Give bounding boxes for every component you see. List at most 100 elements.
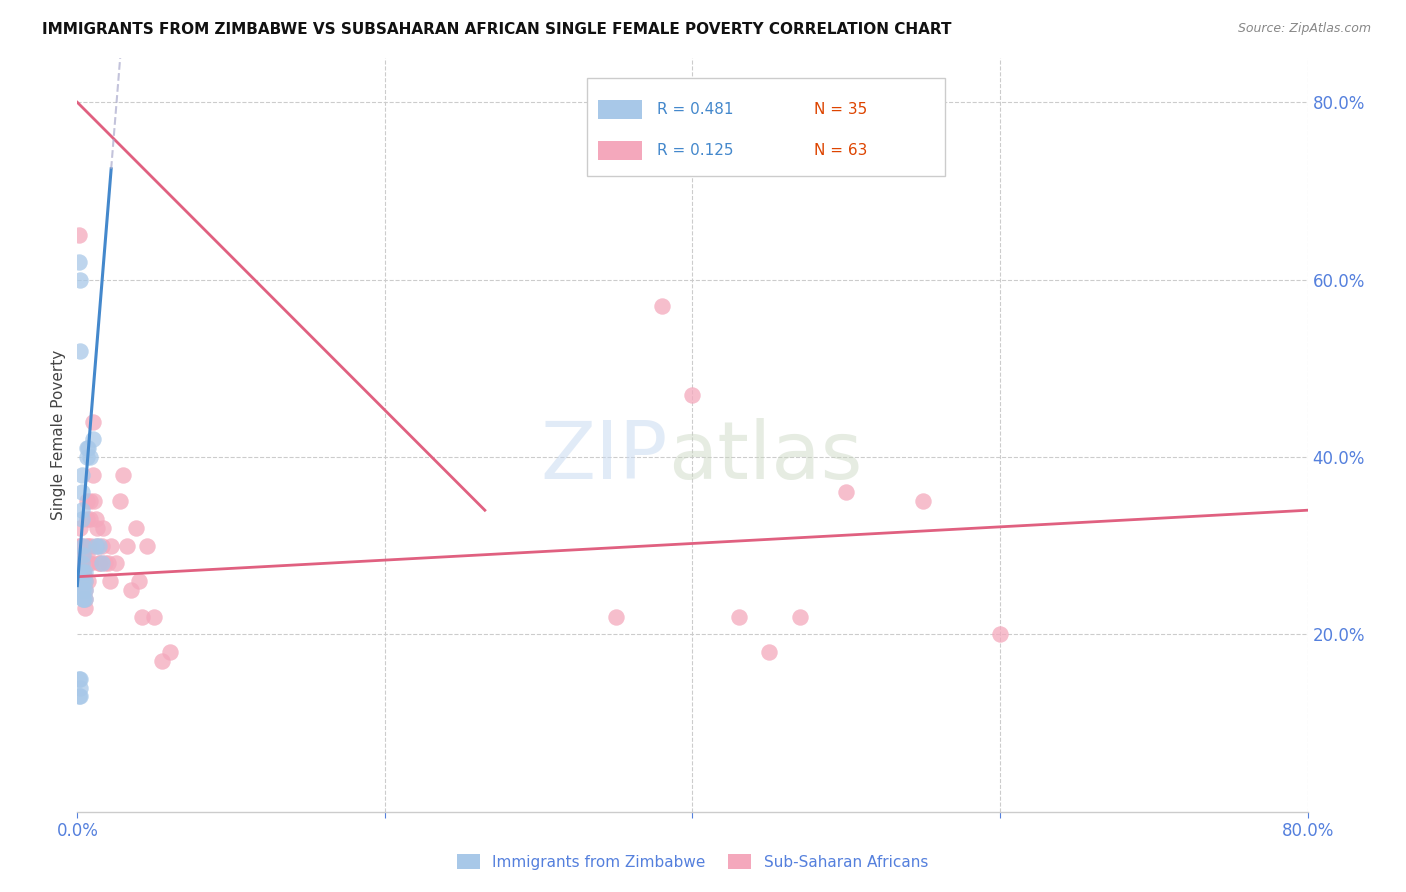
Point xyxy=(70,574,93,589)
Point xyxy=(988,627,1011,641)
Point xyxy=(76,450,98,464)
Bar xyxy=(598,101,643,119)
Point xyxy=(84,539,107,553)
Point xyxy=(67,672,90,686)
Point xyxy=(84,512,107,526)
Point xyxy=(110,494,132,508)
Point xyxy=(143,609,166,624)
Point xyxy=(73,600,96,615)
Text: R = 0.125: R = 0.125 xyxy=(657,144,733,158)
Point xyxy=(79,494,101,508)
Point xyxy=(128,574,150,589)
Point xyxy=(69,539,91,553)
Point xyxy=(76,512,98,526)
Point xyxy=(79,450,101,464)
Point xyxy=(73,591,96,606)
Point xyxy=(72,574,94,589)
Point xyxy=(115,539,138,553)
Point xyxy=(70,566,93,580)
Point xyxy=(69,690,91,704)
Point xyxy=(77,574,100,589)
Text: IMMIGRANTS FROM ZIMBABWE VS SUBSAHARAN AFRICAN SINGLE FEMALE POVERTY CORRELATION: IMMIGRANTS FROM ZIMBABWE VS SUBSAHARAN A… xyxy=(42,22,952,37)
Text: atlas: atlas xyxy=(668,418,862,497)
Point xyxy=(70,548,93,562)
Point xyxy=(87,539,110,553)
Point xyxy=(70,557,93,571)
Point xyxy=(73,566,96,580)
Legend: Immigrants from Zimbabwe, Sub-Saharan Africans: Immigrants from Zimbabwe, Sub-Saharan Af… xyxy=(451,847,934,876)
Point xyxy=(131,609,153,624)
Point xyxy=(758,645,780,659)
Point xyxy=(76,548,98,562)
Point xyxy=(70,582,93,597)
Point xyxy=(79,512,101,526)
Point xyxy=(76,494,98,508)
Point xyxy=(72,566,94,580)
Point xyxy=(69,672,91,686)
Text: N = 35: N = 35 xyxy=(814,103,868,117)
Point xyxy=(80,539,103,553)
Y-axis label: Single Female Poverty: Single Female Poverty xyxy=(51,350,66,520)
Point xyxy=(72,539,94,553)
Point xyxy=(69,521,91,535)
Point xyxy=(112,467,135,482)
Point xyxy=(77,441,100,455)
Point xyxy=(605,609,627,624)
Text: Source: ZipAtlas.com: Source: ZipAtlas.com xyxy=(1237,22,1371,36)
Point xyxy=(73,582,96,597)
Point xyxy=(69,273,91,287)
Point xyxy=(73,574,96,589)
FancyBboxPatch shape xyxy=(588,78,945,177)
Point xyxy=(82,415,104,429)
Point xyxy=(682,388,704,402)
Point xyxy=(67,690,90,704)
Point xyxy=(90,539,114,553)
Point xyxy=(69,343,91,358)
Point xyxy=(150,654,173,668)
Point xyxy=(135,539,157,553)
Point xyxy=(77,539,100,553)
Point xyxy=(76,539,98,553)
Point xyxy=(70,503,93,517)
Point xyxy=(72,591,94,606)
Point xyxy=(912,494,935,508)
Point xyxy=(87,557,110,571)
Point xyxy=(73,582,96,597)
Point xyxy=(86,521,108,535)
Point xyxy=(835,485,858,500)
Point xyxy=(89,557,111,571)
Point xyxy=(727,609,749,624)
Point xyxy=(67,228,90,243)
Point xyxy=(72,574,94,589)
Point xyxy=(70,467,93,482)
Point xyxy=(69,557,91,571)
Point xyxy=(72,566,94,580)
Point xyxy=(67,539,90,553)
Point xyxy=(83,494,105,508)
Point xyxy=(82,432,104,446)
Point xyxy=(98,574,121,589)
Point xyxy=(82,467,104,482)
Point xyxy=(72,591,94,606)
Point xyxy=(69,681,91,695)
Point xyxy=(70,512,93,526)
Point xyxy=(70,566,93,580)
Text: ZIP: ZIP xyxy=(540,418,668,497)
Point xyxy=(73,591,96,606)
Bar xyxy=(598,142,643,160)
Point xyxy=(93,521,115,535)
Point xyxy=(104,557,127,571)
Point xyxy=(94,557,117,571)
Point xyxy=(789,609,811,624)
Point xyxy=(73,574,96,589)
Point xyxy=(100,539,122,553)
Point xyxy=(651,299,673,313)
Point xyxy=(76,441,98,455)
Point xyxy=(67,255,90,269)
Point xyxy=(72,582,94,597)
Point xyxy=(86,539,108,553)
Point xyxy=(72,548,94,562)
Point xyxy=(70,557,93,571)
Point xyxy=(72,566,94,580)
Point xyxy=(120,582,142,597)
